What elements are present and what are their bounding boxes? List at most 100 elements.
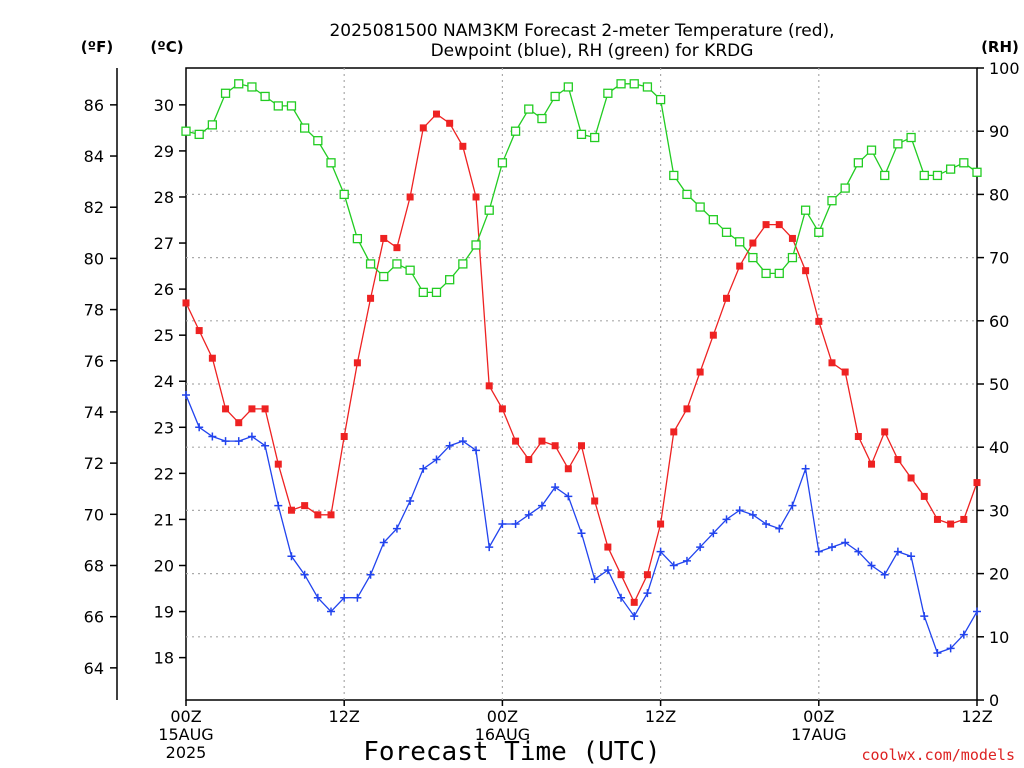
- temperature-point: [868, 460, 876, 468]
- dewpoint-point: [801, 464, 810, 473]
- temperature-point: [353, 359, 361, 367]
- dewpoint-point: [867, 561, 876, 570]
- rh-tick-label: 10: [989, 628, 1009, 647]
- temperature-point: [538, 437, 546, 445]
- dewpoint-point: [920, 612, 929, 621]
- temperature-point: [235, 419, 243, 427]
- dewpoint-point: [406, 497, 415, 506]
- temperature-point: [907, 474, 915, 482]
- temperature-point: [828, 359, 836, 367]
- rh-point: [326, 158, 336, 168]
- f-tick-label: 76: [84, 352, 104, 371]
- rh-point: [563, 82, 573, 92]
- temperature-point: [591, 497, 599, 505]
- rh-point: [576, 129, 587, 140]
- c-tick-label: 22: [154, 464, 174, 483]
- dewpoint-point: [814, 547, 823, 556]
- dewpoint-point: [564, 492, 573, 501]
- rh-point: [800, 205, 811, 215]
- temperature-point: [617, 571, 625, 579]
- dewpoint-point: [300, 570, 309, 579]
- series-layer: [181, 79, 982, 658]
- rh-tick-label: 50: [989, 375, 1009, 394]
- axis-ticks: 18 19 20 21 22 23 24 25 26 27 28 29 30 64 66 68 70 72 74 76…: [84, 59, 1020, 762]
- dewpoint-point: [327, 607, 336, 616]
- f-tick-label: 68: [84, 556, 104, 575]
- rh-point: [458, 259, 468, 269]
- rh-tick-label: 90: [989, 122, 1009, 141]
- rh-point: [431, 287, 442, 298]
- rh-point: [880, 170, 890, 181]
- dewpoint-point: [340, 593, 349, 602]
- temperature-point: [683, 405, 691, 413]
- c-tick-label: 24: [154, 372, 174, 391]
- temperature-point: [841, 368, 849, 376]
- temperature-point: [248, 405, 256, 413]
- rh-point: [299, 123, 310, 133]
- left-axis-f-label: (ºF): [81, 38, 113, 56]
- rh-point: [708, 215, 718, 225]
- x-tick-date-label: 16AUG: [475, 725, 530, 744]
- x-tick-label: 12Z: [961, 707, 992, 726]
- f-tick-label: 84: [84, 147, 104, 166]
- dewpoint-point: [946, 644, 955, 653]
- rh-point: [365, 259, 376, 269]
- dewpoint-point: [959, 630, 968, 639]
- temperature-point: [657, 520, 665, 528]
- temperature-point: [393, 244, 401, 252]
- rh-point: [181, 126, 191, 136]
- dewpoint-point: [669, 561, 678, 570]
- rh-point: [853, 158, 863, 168]
- rh-point: [260, 91, 270, 102]
- rh-point: [537, 113, 547, 124]
- c-tick-label: 30: [154, 96, 174, 115]
- rh-point: [392, 259, 402, 269]
- temperature-point: [947, 520, 955, 528]
- rh-point: [972, 167, 982, 177]
- rh-point: [629, 79, 639, 89]
- f-tick-label: 80: [84, 249, 104, 268]
- rh-point: [603, 88, 613, 98]
- dewpoint-point: [656, 547, 665, 556]
- dewpoint-point: [590, 575, 599, 584]
- temperature-point: [920, 492, 928, 500]
- rh-tick-label: 60: [989, 312, 1009, 331]
- rh-tick-label: 20: [989, 565, 1009, 584]
- rh-point: [959, 158, 969, 168]
- rh-point: [497, 158, 508, 168]
- temperature-point: [274, 460, 282, 468]
- dewpoint-point: [682, 556, 691, 565]
- rh-point: [484, 205, 494, 215]
- dewpoint-point: [458, 437, 467, 446]
- x-tick-label: 00Z: [170, 707, 201, 726]
- dewpoint-point: [973, 607, 981, 616]
- dewpoint-point: [630, 612, 639, 621]
- dewpoint-point: [893, 547, 902, 556]
- rh-tick-label: 0: [989, 691, 999, 710]
- temperature-point: [380, 234, 388, 242]
- dewpoint-point: [353, 593, 362, 602]
- rh-point: [721, 227, 732, 237]
- temperature-point: [604, 543, 612, 551]
- rh-point: [695, 202, 705, 212]
- temperature-point: [775, 221, 783, 229]
- c-tick-label: 23: [154, 418, 174, 437]
- dewpoint-point: [366, 570, 375, 579]
- dewpoint-point: [551, 483, 560, 492]
- temperature-point: [512, 437, 520, 445]
- dewpoint-point: [419, 464, 428, 473]
- rh-point: [510, 126, 521, 136]
- temperature-point: [367, 294, 375, 302]
- dewpoint-point: [313, 593, 322, 602]
- rh-point: [932, 170, 943, 181]
- c-tick-label: 27: [154, 234, 174, 253]
- dewpoint-point: [261, 441, 270, 450]
- dewpoint-point: [788, 501, 797, 510]
- rh-point: [827, 196, 837, 206]
- series-dewpoint: [182, 391, 981, 658]
- dewpoint-point: [445, 441, 454, 450]
- rh-point: [286, 101, 297, 111]
- c-tick-label: 25: [154, 326, 174, 345]
- dewpoint-point: [880, 570, 889, 579]
- temperature-point: [419, 124, 427, 132]
